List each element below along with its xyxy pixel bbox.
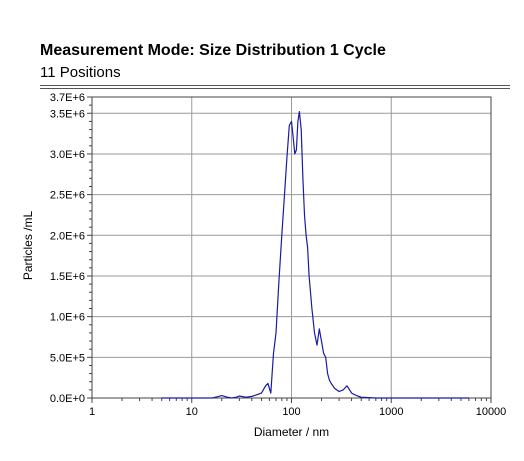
y-tick-label: 1.0E+6	[50, 312, 85, 324]
y-tick-label: 1.5E+6	[50, 271, 85, 283]
y-tick-label: 2.0E+6	[50, 230, 85, 242]
y-tick-label: 5.0E+5	[50, 352, 85, 364]
x-tick-label: 1000	[379, 406, 403, 418]
chart-subtitle: 11 Positions	[40, 64, 121, 81]
y-tick-label: 3.0E+6	[50, 149, 85, 161]
series-line	[161, 110, 469, 399]
header-divider-bottom	[40, 88, 510, 89]
grid	[92, 97, 491, 398]
axis-ticks: 1 10 100 1000 10000 0.0E+0 5.0E+5 1.0E+6 1.5E+6 2…	[50, 92, 506, 418]
x-tick-label: 10	[186, 406, 198, 418]
y-tick-label: 0.0E+0	[50, 393, 85, 405]
y-tick-label: 2.5E+6	[50, 190, 85, 202]
y-tick-label: 3.7E+6	[50, 92, 85, 104]
x-tick-label: 100	[282, 406, 300, 418]
y-axis-label: Particles /mL	[21, 211, 35, 281]
y-tick-label: 3.5E+6	[50, 108, 85, 120]
header-divider-top	[40, 85, 510, 86]
x-axis-label: Diameter / nm	[254, 425, 329, 439]
x-tick-label: 1	[89, 406, 95, 418]
x-tick-label: 10000	[476, 406, 507, 418]
chart-title: Measurement Mode: Size Distribution 1 Cy…	[40, 42, 386, 59]
series-layer	[161, 110, 469, 399]
